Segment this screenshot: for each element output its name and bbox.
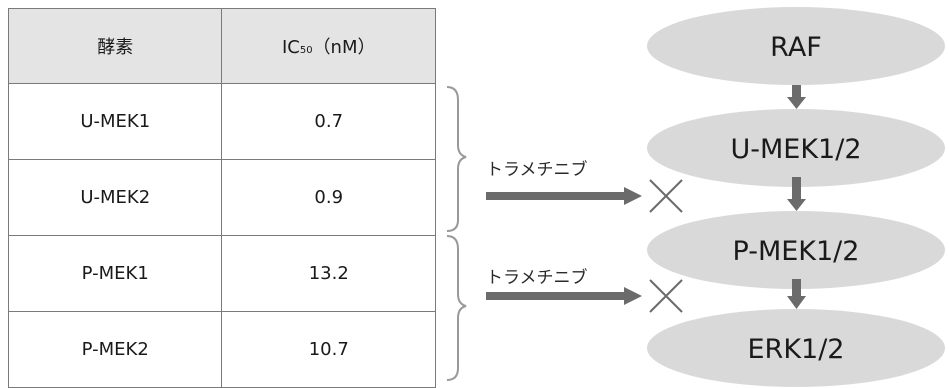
node-label-raf: RAF [770, 32, 822, 63]
header-ic50: IC50（nM） [221, 8, 436, 84]
enzyme-cell: U-MEK2 [7, 159, 223, 236]
cascade-arrow-pmek-to-erk [787, 279, 806, 309]
node-erk [647, 309, 945, 387]
ic50-cell: 0.7 [221, 83, 436, 160]
inhibition-cross-icon [649, 279, 683, 313]
table-row: U-MEK1 0.7 [7, 83, 436, 160]
cascade-arrow-umek-to-pmek [787, 177, 806, 211]
header-ic50-unit: （nM） [312, 37, 376, 58]
enzyme-cell: U-MEK1 [7, 83, 223, 160]
inhibitor-label-2: トラメチニブ [486, 267, 588, 288]
ic50-cell: 10.7 [221, 311, 436, 388]
inhibition-cross-icon [649, 179, 683, 213]
ic50-cell: 13.2 [221, 235, 436, 312]
ic50-table: 酵素 IC50（nM） U-MEK1 0.7 U-MEK2 0.9 P-MEK1… [7, 8, 436, 388]
table-row: P-MEK2 10.7 [7, 311, 436, 388]
table-header-row: 酵素 IC50（nM） [7, 8, 436, 84]
cascade-arrow-raf-to-umek [787, 85, 806, 109]
node-raf [647, 7, 945, 85]
header-ic50-prefix: IC [281, 37, 300, 58]
node-label-u-mek: U-MEK1/2 [730, 134, 861, 165]
bracket-unphosphorylated [446, 86, 467, 232]
node-label-erk: ERK1/2 [748, 334, 845, 365]
node-u-mek [647, 109, 945, 187]
header-ic50-subscript: 50 [299, 45, 313, 56]
inhibitor-arrow-1 [486, 187, 642, 205]
header-enzyme: 酵素 [7, 8, 223, 84]
inhibitor-arrow-2 [486, 287, 642, 305]
node-label-p-mek: P-MEK1/2 [733, 236, 860, 267]
bracket-phosphorylated [446, 235, 467, 381]
enzyme-cell: P-MEK2 [7, 311, 223, 388]
inhibitor-label-1: トラメチニブ [486, 159, 588, 180]
node-p-mek [647, 211, 945, 289]
